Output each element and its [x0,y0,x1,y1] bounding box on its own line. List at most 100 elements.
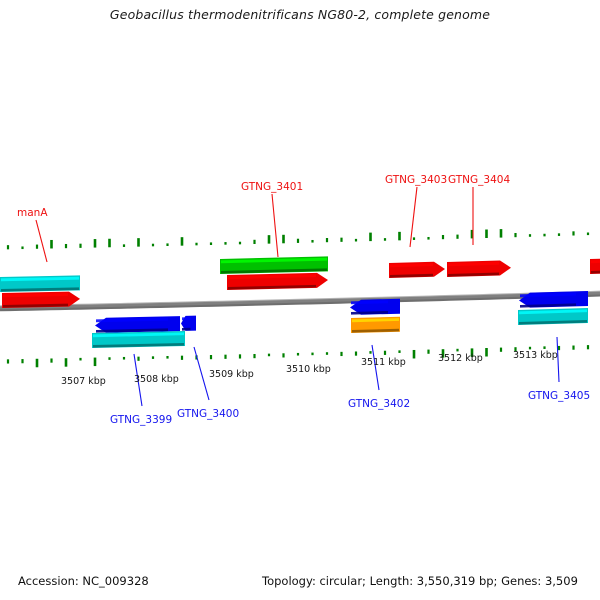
sequence-tick [50,358,53,363]
sequence-tick [412,237,416,240]
sequence-tick [470,229,474,239]
sequence-tick [166,243,169,246]
sequence-tick [238,241,242,245]
sequence-tick [122,244,126,247]
gene-label-GTNG_3399[interactable]: GTNG_3399 [110,414,173,426]
sequence-tick [514,347,517,352]
feature-highlight [351,300,388,305]
sequence-tick [79,357,82,361]
feature-GTNG_3403-gene[interactable] [389,261,445,278]
feature-GTNG_3401-gene[interactable] [227,272,328,290]
gene-label-GTNG_3404[interactable]: GTNG_3404 [448,174,511,186]
sequence-tick [485,348,488,357]
ruler-tick-label: 3508 kbp [134,374,179,385]
feature-shadow [351,310,388,315]
feature-GTNG_3404-gene[interactable] [447,260,511,277]
feature-highlight [221,257,327,264]
ruler-tick-label: 3509 kbp [209,369,254,380]
sequence-tick [325,238,329,243]
feature-shadow [93,342,184,348]
sequence-tick [572,345,575,350]
feature-GTNG_3402-gene[interactable] [350,298,400,315]
sequence-tick [311,239,314,243]
sequence-tick [166,356,169,359]
tick-row-above [6,229,590,250]
leader-line-GTNG_3405 [556,336,560,383]
sequence-tick [137,356,140,361]
gene-label-manA[interactable]: manA [17,207,48,219]
sequence-tick [64,358,68,367]
sequence-tick [325,352,329,355]
feature-manA-gene-forward[interactable] [2,291,80,308]
tick-row-below [6,345,590,368]
sequence-tick [64,243,68,249]
feature-highlight [182,317,191,321]
sequence-tick [108,238,111,248]
sequence-tick [122,356,126,360]
sequence-tick [209,355,213,360]
sequence-tick [354,238,358,242]
feature-shadow [448,272,499,277]
feature-highlight [352,318,399,323]
leader-line-GTNG_3402 [371,344,380,391]
feature-GTNG_3405-cds[interactable] [518,307,588,325]
gene-label-GTNG_3405[interactable]: GTNG_3405 [528,390,591,402]
feature-GTNG_3405-gene[interactable] [519,291,588,308]
sequence-tick [354,351,358,356]
sequence-tick [93,239,97,248]
feature-shadow [3,303,68,308]
gene-label-GTNG_3400[interactable]: GTNG_3400 [177,408,240,420]
sequence-tick [427,349,430,354]
sequence-tick [470,348,474,357]
genome-axis [0,290,600,312]
sequence-tick [35,358,39,368]
feature-highlight [519,309,587,315]
ruler-tick-label: 3507 kbp [61,376,106,387]
sequence-tick [282,234,285,244]
sequence-tick [253,353,256,359]
feature-shadow [96,328,168,333]
sequence-tick [340,351,343,357]
sequence-tick [238,354,242,359]
sequence-tick [441,349,445,358]
genome-stats-text: Topology: circular; Length: 3,550,319 bp… [262,574,578,588]
feature-GTNG_3399-cds[interactable] [92,330,185,348]
sequence-tick [108,357,111,360]
gene-label-GTNG_3403[interactable]: GTNG_3403 [385,174,448,186]
sequence-tick [180,237,184,246]
feature-shadow [221,268,327,274]
feature-edge-gene-right[interactable] [590,258,600,274]
feature-GTNG_3400-gene[interactable] [181,315,196,331]
feature-shadow [182,327,191,331]
gene-label-GTNG_3401[interactable]: GTNG_3401 [241,181,304,193]
leader-line-GTNG_3403 [409,186,418,248]
feature-manA-cds-reverse[interactable] [0,275,80,292]
sequence-tick [282,353,285,358]
sequence-tick [528,234,532,237]
sequence-tick [456,234,459,239]
leader-line-GTNG_3399 [133,353,143,407]
feature-shadow [519,319,587,325]
sequence-tick [296,352,300,356]
feature-shadow [1,287,79,292]
feature-GTNG_3399-gene[interactable] [95,316,180,333]
sequence-tick [6,245,10,250]
feature-highlight [228,274,316,280]
sequence-tick [195,242,198,246]
sequence-tick [398,231,401,241]
sequence-tick [267,235,271,244]
sequence-tick [427,236,430,240]
sequence-tick [296,238,300,243]
sequence-tick [180,355,184,360]
sequence-tick [557,345,561,351]
sequence-tick [514,232,517,238]
feature-GTNG_3401-cds[interactable] [220,256,328,274]
sequence-tick [224,242,227,245]
feature-GTNG_3402-feature[interactable] [351,316,400,333]
feature-shadow [352,328,399,333]
gene-label-GTNG_3402[interactable]: GTNG_3402 [348,398,411,410]
sequence-tick [499,347,503,352]
leader-line-GTNG_3401 [271,193,279,258]
